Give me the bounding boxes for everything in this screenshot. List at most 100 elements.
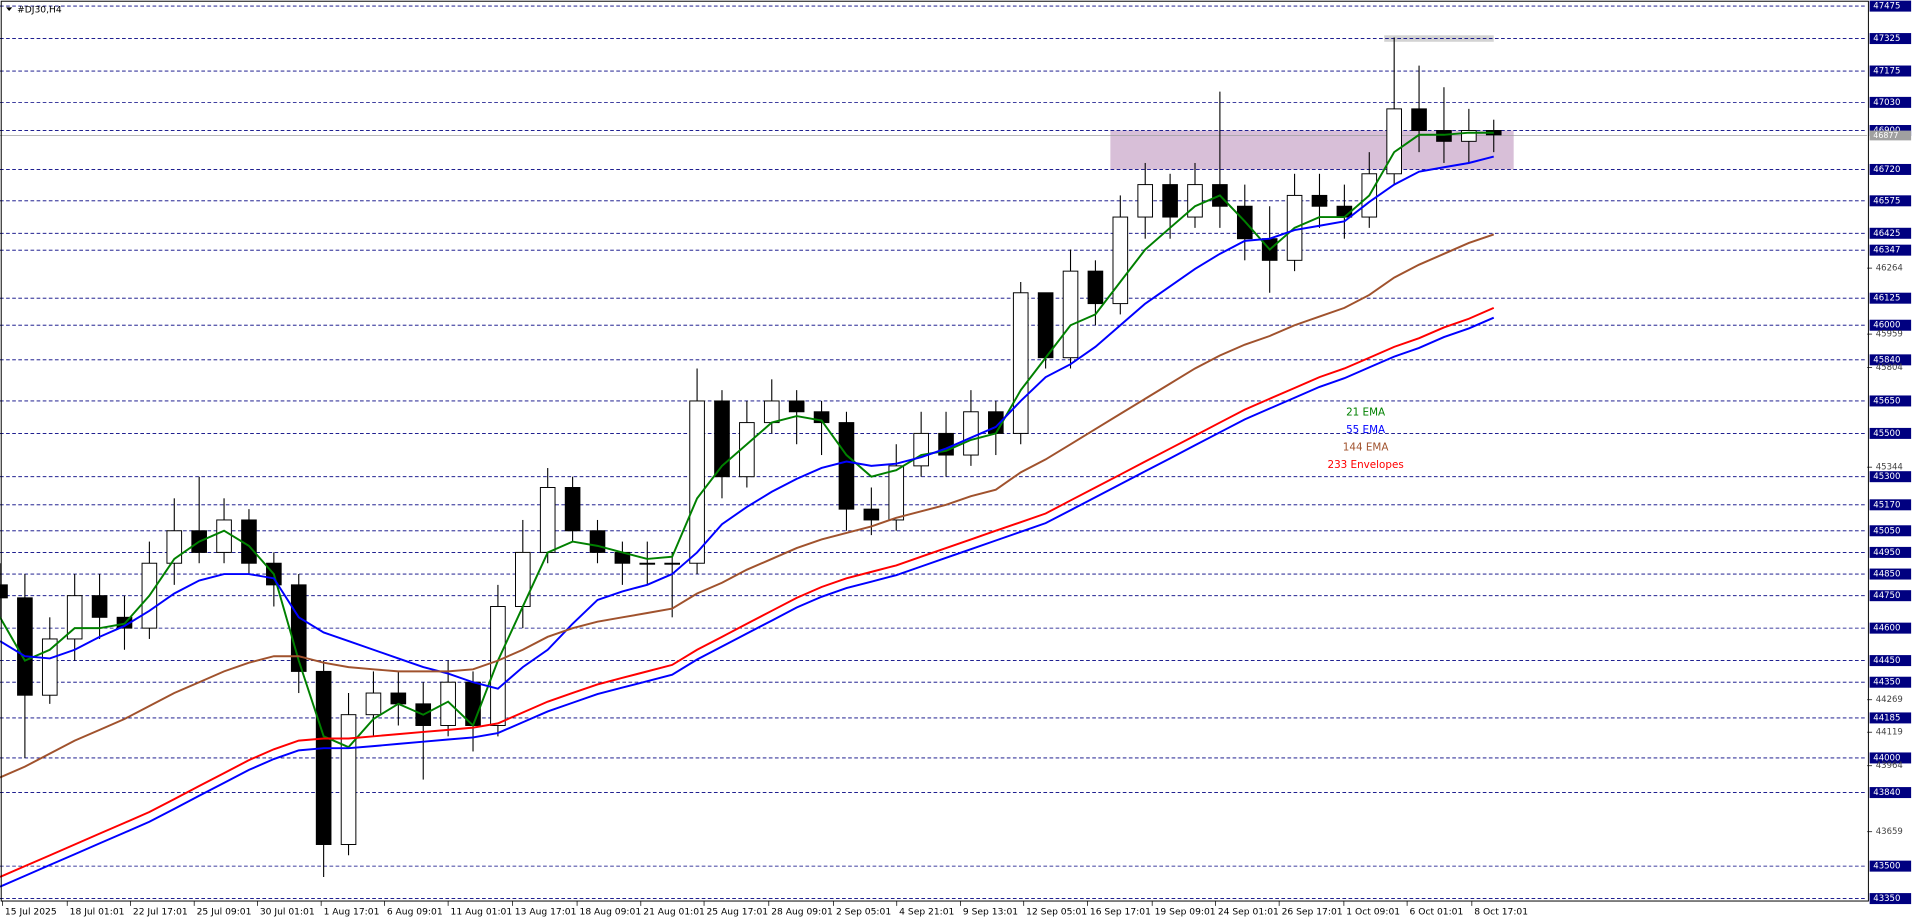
candle-body (1187, 184, 1203, 218)
level-label-box (1869, 0, 1912, 12)
level-label-box (1869, 787, 1912, 799)
level-label: 43350 (1873, 894, 1900, 904)
level-label-box (1869, 427, 1912, 439)
candle-body (1062, 270, 1079, 359)
level-label-box (1869, 860, 1912, 872)
plot-border (0, 0, 1869, 902)
level-label-box (1869, 499, 1912, 511)
x-tick-label: 6 Aug 09:01 (387, 908, 443, 918)
indicator-line (0, 131, 1494, 749)
candle-body (863, 508, 880, 521)
level-label: 45050 (1873, 526, 1900, 536)
y-tick-label: 43964 (1876, 761, 1903, 771)
candle-body (1162, 184, 1178, 218)
candle-body (365, 692, 382, 716)
level-label: 44600 (1873, 624, 1900, 634)
x-tick-label: 25 Jul 09:01 (197, 908, 252, 918)
y-tick-label: 44119 (1876, 728, 1903, 738)
level-label: 43840 (1873, 788, 1900, 798)
candle-body (166, 530, 183, 564)
level-label-box (1869, 227, 1912, 239)
level-label-box (1869, 471, 1912, 483)
candle-body (465, 681, 481, 726)
x-tick-label: 25 Aug 17:01 (706, 908, 768, 918)
x-tick-label: 2 Sep 05:01 (836, 908, 891, 918)
envelope-lower-line (0, 316, 1495, 888)
x-tick-label: 1 Oct 09:01 (1346, 908, 1400, 918)
x-tick-label: 13 Aug 17:01 (515, 908, 577, 918)
candle-body (1087, 270, 1104, 305)
menu-icon (6, 7, 13, 11)
level-label: 43500 (1873, 862, 1900, 872)
candle-body (589, 530, 606, 553)
x-tick-label: 6 Oct 01:01 (1410, 908, 1464, 918)
candle-body (763, 400, 780, 424)
level-label: 47475 (1873, 2, 1900, 12)
candle-body (1037, 292, 1054, 359)
level-label: 46575 (1873, 196, 1900, 206)
legend-entry: 144 EMA (1343, 442, 1389, 454)
x-tick-label: 21 Aug 01:01 (643, 908, 705, 918)
x-tick-label: 18 Jul 01:01 (70, 908, 125, 918)
level-label: 44450 (1873, 656, 1900, 666)
level-label: 44350 (1873, 678, 1900, 688)
level-label: 46000 (1873, 321, 1900, 331)
level-label-box (1869, 752, 1912, 764)
candle-body (340, 714, 357, 845)
candle-body (1436, 130, 1452, 142)
level-label: 45300 (1873, 472, 1900, 482)
candle-body (17, 597, 33, 696)
chart-title: #DJ30,H4 (17, 5, 62, 15)
x-tick-label: 26 Sep 17:01 (1282, 908, 1343, 918)
level-label-box (1869, 195, 1912, 207)
level-label: 46720 (1873, 165, 1900, 175)
level-label: 46125 (1873, 294, 1900, 304)
level-label-box (1869, 676, 1912, 688)
x-tick-label: 4 Sep 21:01 (899, 908, 954, 918)
level-label-box (1869, 395, 1912, 407)
level-label: 47325 (1873, 34, 1900, 44)
x-tick-label: 19 Sep 09:01 (1155, 908, 1216, 918)
level-label-box (1869, 655, 1912, 667)
y-tick-label: 43659 (1876, 827, 1903, 837)
level-label: 45840 (1873, 355, 1900, 365)
candle-body (0, 584, 8, 599)
level-label-box (1869, 568, 1912, 580)
level-label-box (1869, 33, 1912, 45)
candle-body (689, 400, 705, 564)
x-tick-label: 15 Jul 2025 (5, 908, 57, 918)
x-tick-label: 30 Jul 01:01 (260, 908, 315, 918)
level-label: 44750 (1873, 591, 1900, 601)
level-label: 46425 (1873, 229, 1900, 239)
level-label: 45500 (1873, 429, 1900, 439)
candle-body (1311, 194, 1328, 207)
level-label: 47030 (1873, 98, 1900, 108)
candle-body (913, 432, 929, 467)
candle-body (714, 400, 730, 478)
x-tick-label: 18 Aug 09:01 (580, 908, 642, 918)
level-label: 47175 (1873, 67, 1900, 77)
candle-body (838, 422, 855, 510)
level-label-box (1869, 354, 1912, 366)
level-label-box (1869, 96, 1912, 108)
candle-body (91, 595, 108, 618)
zone (1384, 35, 1494, 42)
x-tick-label: 9 Sep 13:01 (963, 908, 1018, 918)
candle-body (1137, 184, 1154, 218)
candle-body (813, 411, 830, 424)
candle-body (390, 692, 407, 705)
y-tick-label: 46264 (1876, 264, 1903, 274)
level-label-box (1869, 590, 1912, 602)
legend-entry: 55 EMA (1346, 424, 1385, 436)
zone (1110, 130, 1514, 170)
level-label-box (1869, 546, 1912, 558)
level-label: 44950 (1873, 548, 1900, 558)
y-tick-label: 45959 (1876, 330, 1903, 340)
level-label: 45650 (1873, 396, 1900, 406)
level-label-box (1869, 125, 1912, 137)
candle-body (1461, 130, 1477, 142)
level-label-box (1869, 893, 1912, 905)
